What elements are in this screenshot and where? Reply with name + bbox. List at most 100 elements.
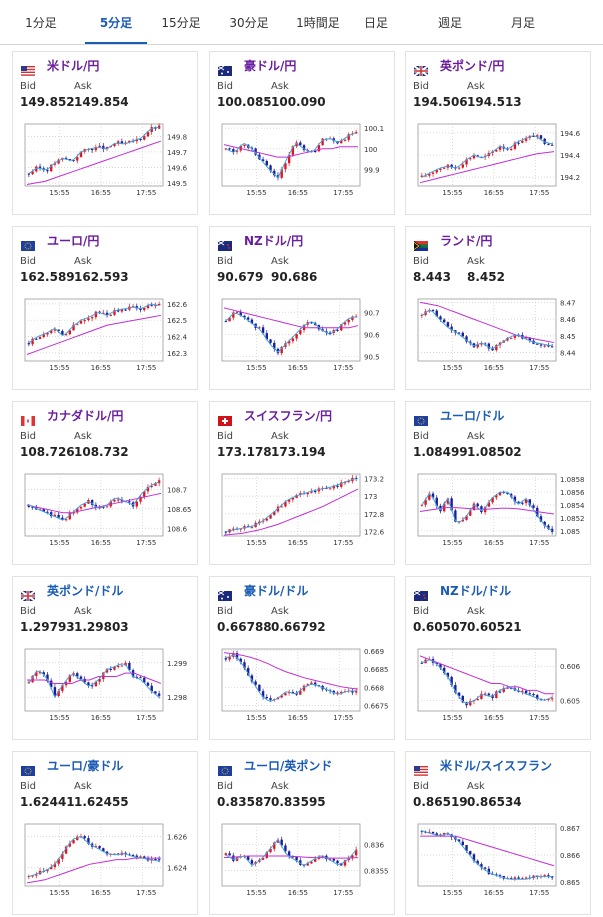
tab-4[interactable]: 30分足 [229, 16, 269, 30]
ask-label: Ask [271, 256, 289, 267]
candle-body [94, 147, 98, 151]
currency-pair-link[interactable]: NZドル/円 [244, 234, 304, 248]
y-tick-label: 90.5 [364, 354, 380, 362]
y-tick-label: 173.2 [364, 475, 384, 483]
plot-frame [221, 473, 361, 537]
rate-card[interactable]: ユーロ/英ポンド Bid Ask 0.83587 0.83595 0.836 0.8355 1… [209, 751, 395, 915]
candle-body [487, 693, 491, 696]
bid-value: 1.62441 [20, 795, 75, 809]
candle-body [68, 675, 71, 682]
candle-body [502, 687, 505, 692]
candle-body [343, 322, 347, 325]
candle-body [336, 692, 339, 694]
tab-6[interactable]: 日足 [363, 16, 388, 30]
candle-body [498, 691, 502, 693]
rate-card[interactable]: ユーロ/ドル Bid Ask 1.08499 1.08502 1.0858 1.0856 1.… [405, 401, 591, 565]
currency-pair-link[interactable]: スイスフラン/円 [244, 409, 333, 423]
candle-body [224, 321, 228, 323]
candle-body [506, 493, 509, 495]
fast-moving-average-line [225, 654, 357, 702]
tab-5[interactable]: 1時間足 [296, 16, 340, 30]
bid-value: 0.83587 [217, 795, 272, 809]
candle-body [254, 681, 257, 685]
rate-card[interactable]: NZドル/ドル Bid Ask 0.60507 0.60521 0.606 0.605 15:… [405, 576, 591, 740]
rate-card[interactable]: 豪ドル/ドル Bid Ask 0.66788 0.66792 0.669 0.6685 0.6… [209, 576, 395, 740]
currency-pair-link[interactable]: NZドル/ドル [440, 584, 512, 598]
candle-body [87, 682, 90, 686]
tab-1[interactable]: 1分足 [25, 16, 57, 30]
candle-body [543, 345, 546, 347]
rate-card[interactable]: ユーロ/豪ドル Bid Ask 1.62441 1.62455 1.626 1.624 15:… [12, 751, 198, 915]
bid-label: Bid [20, 431, 36, 442]
candle-body [139, 677, 142, 679]
currency-pair-link[interactable]: カナダドル/円 [47, 409, 124, 423]
candle-body [536, 135, 539, 137]
x-tick-label: 15:55 [246, 364, 266, 372]
y-tick-label: 1.624 [167, 864, 188, 872]
currency-pair-link[interactable]: 米ドル/スイスフラン [440, 759, 553, 773]
ask-label: Ask [74, 431, 92, 442]
candle-body [72, 324, 75, 331]
za-jp-flag-icon [413, 236, 428, 251]
y-tick-label: 0.668 [364, 684, 384, 692]
rate-card[interactable]: スイスフラン/円 Bid Ask 173.178 173.194 173.2 173 172.… [209, 401, 395, 565]
candle-body [491, 497, 494, 503]
candle-body [64, 846, 68, 854]
currency-pair-link[interactable]: ランド/円 [440, 234, 493, 248]
currency-pair-link[interactable]: 豪ドル/ドル [244, 584, 309, 598]
candle-body [94, 311, 98, 318]
rate-card[interactable]: 豪ドル/円 Bid Ask 100.085 100.090 100.1 100 99.9 15:… [209, 51, 395, 215]
candle-body [521, 878, 524, 880]
rate-card[interactable]: ランド/円 Bid Ask 8.443 8.452 8.47 8.46 8.45 8.44 15:… [405, 226, 591, 390]
candle-body [280, 346, 283, 354]
candle-body [328, 332, 332, 334]
tab-7[interactable]: 週足 [437, 16, 462, 30]
currency-pair-link[interactable]: ユーロ/豪ドル [47, 759, 124, 773]
candle-body [476, 503, 479, 507]
currency-pair-link[interactable]: 英ポンド/ドル [47, 584, 124, 598]
rate-card[interactable]: 米ドル/スイスフラン Bid Ask 0.86519 0.86534 0.867 0.866… [405, 751, 591, 915]
tab-8[interactable]: 月足 [510, 16, 535, 30]
price-chart: 0.606 0.605 15:55 16:55 17:55 [417, 648, 581, 722]
bid-label: Bid [413, 781, 429, 792]
candle-body [506, 337, 509, 341]
slow-moving-average-line [26, 857, 161, 884]
x-tick-label: 17:55 [333, 539, 353, 547]
x-tick-label: 16:55 [91, 714, 111, 722]
tab-2[interactable]: 5分足 [85, 0, 147, 44]
rate-card[interactable]: 英ポンド/円 Bid Ask 194.506 194.513 194.6 194.4 194.… [405, 51, 591, 215]
tab-3[interactable]: 15分足 [161, 16, 201, 30]
x-tick-label: 16:55 [91, 364, 111, 372]
slow-moving-average-line [223, 307, 359, 329]
candle-body [340, 691, 343, 693]
candle-body [243, 662, 246, 669]
currency-pair-link[interactable]: 英ポンド/円 [440, 59, 505, 73]
ask-value: 8.452 [467, 270, 505, 284]
candle-body [295, 494, 298, 498]
candle-body [332, 858, 335, 861]
candle-body [131, 855, 135, 857]
candle-body [269, 848, 272, 853]
currency-pair-link[interactable]: 米ドル/円 [47, 59, 100, 73]
rate-card[interactable]: カナダドル/円 Bid Ask 108.726 108.732 108.7 108.65 10… [12, 401, 198, 565]
candle-body [135, 501, 138, 507]
rate-card[interactable]: NZドル/円 Bid Ask 90.679 90.686 90.7 90.6 90.5 15:5… [209, 226, 395, 390]
currency-pair-link[interactable]: ユーロ/円 [47, 234, 100, 248]
currency-pair-link[interactable]: ユーロ/英ポンド [244, 759, 333, 773]
candle-body [154, 305, 157, 307]
y-tick-label: 0.867 [560, 825, 580, 833]
candle-body [269, 165, 272, 171]
rate-card[interactable]: 英ポンド/ドル Bid Ask 1.29793 1.29803 1.299 1.298 15:… [12, 576, 198, 740]
candle-body [46, 170, 49, 172]
candle-body [102, 848, 105, 852]
currency-pair-link[interactable]: 豪ドル/円 [244, 59, 297, 73]
currency-pair-link[interactable]: ユーロ/ドル [440, 409, 505, 423]
eu-jp-flag-icon [21, 236, 35, 251]
rate-card[interactable]: 米ドル/円 Bid Ask 149.852 149.854 149.8 149.7 149.6… [12, 51, 198, 215]
candle-body [446, 498, 450, 504]
rate-card[interactable]: ユーロ/円 Bid Ask 162.589 162.593 162.6 162.5 162.4… [12, 226, 198, 390]
candle-body [428, 173, 431, 176]
candle-body [269, 514, 272, 519]
candle-body [532, 135, 535, 137]
candle-body [524, 877, 528, 879]
